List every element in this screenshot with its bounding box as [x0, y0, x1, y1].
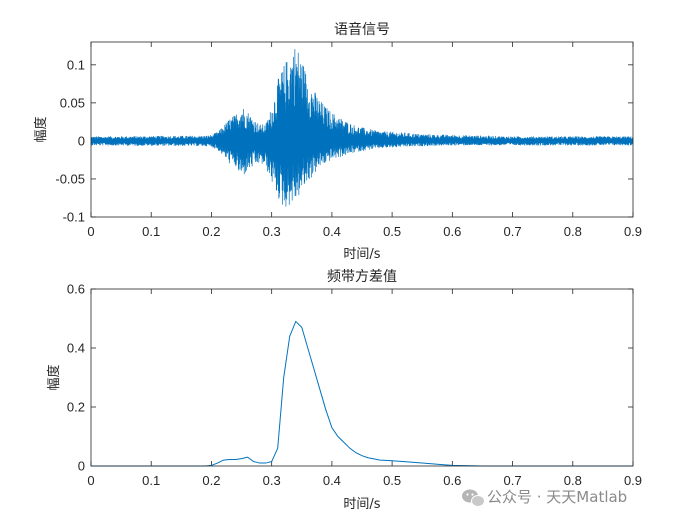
y-tick-label: 0	[78, 133, 85, 148]
x-tick-label: 0	[87, 473, 94, 488]
y-tick-label: -0.05	[55, 171, 85, 186]
x-tick-label: 0.5	[383, 224, 401, 239]
x-tick-label: 0.7	[504, 224, 522, 239]
x-axis-label: 时间/s	[343, 497, 380, 512]
x-tick-label: 0.2	[202, 473, 220, 488]
band-variance-line	[91, 320, 633, 467]
y-axis-label: 幅度	[46, 364, 62, 390]
x-tick-label: 0	[87, 224, 94, 239]
x-tick-label: 0.7	[504, 473, 522, 488]
wechat-icon	[462, 489, 485, 507]
y-tick-label: 0.6	[67, 282, 85, 297]
speech-waveform-line	[90, 49, 634, 207]
y-tick-label: 0.05	[60, 95, 85, 110]
axes-speech-signal: 语音信号 0 0.1 0.2 0.3 0.4 0.5 0.6 0.7 0.8 0.9 -0.1-0…	[33, 21, 642, 262]
chart-title-band-variance: 频带方差值	[327, 269, 397, 285]
x-tick-label: 0.1	[142, 224, 160, 239]
y-tick-label: 0.4	[67, 341, 85, 356]
watermark-text: 公众号 · 天天Matlab	[487, 488, 627, 506]
x-tick-label: 0.4	[323, 224, 341, 239]
x-tick-label: 0.9	[624, 473, 642, 488]
y-tick-labels: -0.1 -0.05 0 0.05 0.1	[55, 57, 633, 225]
x-tick-label: 0.9	[624, 224, 642, 239]
watermark: 公众号 · 天天Matlab	[462, 488, 627, 507]
x-tick-label: 0.6	[443, 224, 461, 239]
x-tick-labels: 0 0.1 0.2 0.3 0.4 0.5 0.6 0.7 0.8 0.9	[87, 289, 642, 488]
y-tick-labels: 0 0.2 0.4 0.6	[67, 282, 633, 474]
y-tick-label: 0.2	[67, 400, 85, 415]
axes-box	[90, 288, 634, 467]
y-tick-label: -0.1	[63, 210, 85, 225]
y-tick-label: 0.1	[67, 57, 85, 72]
x-tick-label: 0.6	[443, 473, 461, 488]
y-axis-label: 幅度	[33, 116, 49, 142]
x-tick-label: 0.5	[383, 473, 401, 488]
x-tick-label: 0.4	[323, 473, 341, 488]
axes-band-variance: 频带方差值 0 0.1 0.2 0.3 0.4 0.5 0.6 0.7 0.8 0.9 00.20…	[46, 269, 642, 512]
x-tick-label: 0.2	[202, 224, 220, 239]
x-tick-label: 0.3	[263, 224, 281, 239]
speech-waveform-series	[90, 49, 634, 207]
x-axis-label: 时间/s	[343, 247, 380, 262]
x-tick-label: 0.3	[263, 473, 281, 488]
band-variance-series	[91, 320, 633, 467]
y-tick-label: 0	[78, 459, 85, 474]
axes-box	[90, 41, 634, 218]
x-tick-label: 0.8	[564, 473, 582, 488]
chart-title-speech-signal: 语音信号	[334, 21, 390, 38]
x-tick-label: 0.8	[564, 224, 582, 239]
x-tick-label: 0.1	[142, 473, 160, 488]
x-tick-labels: 0 0.1 0.2 0.3 0.4 0.5 0.6 0.7 0.8 0.9	[87, 42, 642, 239]
